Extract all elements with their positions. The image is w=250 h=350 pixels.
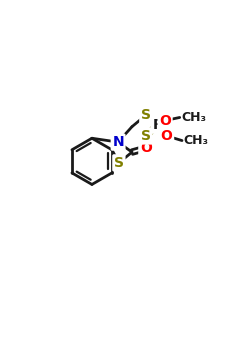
Text: CH₃: CH₃: [181, 111, 206, 124]
Text: P: P: [152, 118, 162, 132]
Text: S: S: [141, 129, 151, 143]
Text: O: O: [161, 129, 172, 143]
Text: O: O: [159, 113, 171, 127]
Text: N: N: [112, 135, 124, 149]
Text: S: S: [141, 108, 151, 122]
Text: S: S: [114, 156, 124, 170]
Text: CH₃: CH₃: [184, 134, 208, 147]
Text: O: O: [140, 141, 152, 155]
